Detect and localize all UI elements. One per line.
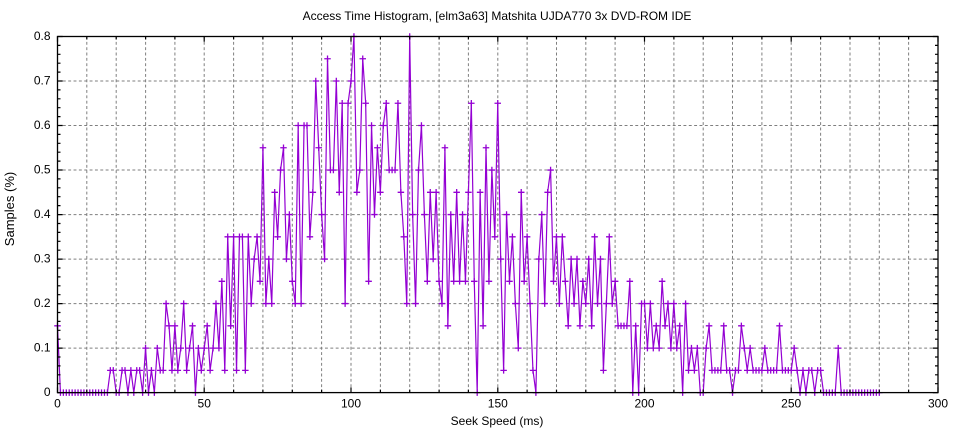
svg-text:0.8: 0.8: [34, 29, 51, 43]
svg-text:150: 150: [488, 396, 508, 410]
svg-text:0.1: 0.1: [34, 340, 51, 354]
svg-text:0: 0: [44, 385, 51, 399]
svg-text:0.6: 0.6: [34, 118, 51, 132]
svg-text:0: 0: [54, 396, 61, 410]
svg-text:0.4: 0.4: [34, 207, 51, 221]
svg-text:Access Time Histogram, [elm3a6: Access Time Histogram, [elm3a63] Matshit…: [303, 9, 692, 23]
svg-text:0.5: 0.5: [34, 162, 51, 176]
svg-text:0.2: 0.2: [34, 296, 51, 310]
svg-text:250: 250: [781, 396, 801, 410]
svg-text:50: 50: [198, 396, 212, 410]
svg-text:0.3: 0.3: [34, 251, 51, 265]
svg-text:0.7: 0.7: [34, 73, 51, 87]
svg-text:100: 100: [341, 396, 361, 410]
svg-text:300: 300: [928, 396, 948, 410]
svg-text:Seek Speed (ms): Seek Speed (ms): [451, 414, 544, 428]
svg-text:200: 200: [634, 396, 654, 410]
svg-text:Samples (%): Samples (%): [2, 172, 17, 246]
